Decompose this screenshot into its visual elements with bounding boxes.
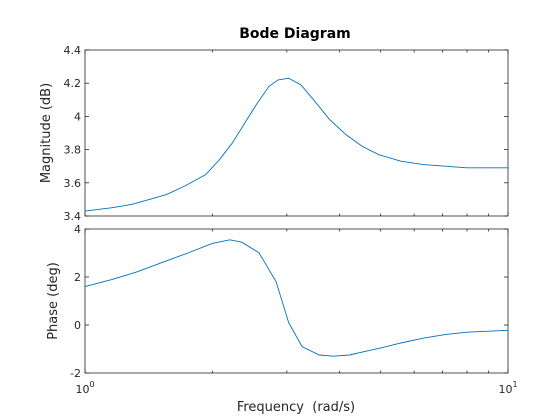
magnitude-y-axis-label: Magnitude (dB) (39, 83, 54, 183)
x-tick-base: 10 (498, 383, 512, 396)
phase-axes-frame (84, 228, 509, 374)
magnitude-series-line (84, 77, 508, 212)
phase-panel: Phase (deg) -2 0 2 4 (46, 223, 509, 380)
magnitude-y-ticks: 3.4 3.6 3.8 4 4.2 4.4 (64, 44, 508, 223)
x-tick-exponent: 1 (512, 380, 517, 389)
x-tick-label: 100 (75, 380, 94, 396)
magnitude-ytick-label: 3.4 (64, 210, 82, 223)
phase-series-line (84, 239, 509, 357)
magnitude-x-ticks (84, 50, 509, 216)
magnitude-panel: Magnitude (dB) 3.4 3.6 3.8 4 4.2 4.4 (39, 44, 509, 223)
magnitude-ytick-label: 4.2 (64, 77, 82, 90)
phase-y-ticks: -2 0 2 4 (70, 223, 508, 380)
magnitude-axes-frame (84, 49, 509, 217)
x-tick-labels: 100 101 (75, 380, 517, 396)
magnitude-ytick-label: 4.4 (64, 44, 82, 57)
magnitude-ytick-label: 4 (74, 110, 81, 123)
phase-ytick-label: -2 (70, 367, 81, 380)
x-tick-base: 10 (75, 383, 89, 396)
phase-ytick-label: 4 (74, 223, 81, 236)
phase-y-axis-label: Phase (deg) (46, 262, 61, 340)
magnitude-ytick-label: 3.6 (64, 177, 82, 190)
phase-ytick-label: 2 (74, 271, 81, 284)
magnitude-ytick-label: 3.8 (64, 144, 82, 157)
phase-x-ticks (84, 229, 509, 373)
chart-title: Bode Diagram (239, 26, 351, 42)
x-tick-label: 101 (498, 380, 517, 396)
phase-ytick-label: 0 (74, 319, 81, 332)
x-tick-exponent: 0 (89, 380, 94, 389)
x-axis-label: Frequency (rad/s) (237, 400, 355, 415)
